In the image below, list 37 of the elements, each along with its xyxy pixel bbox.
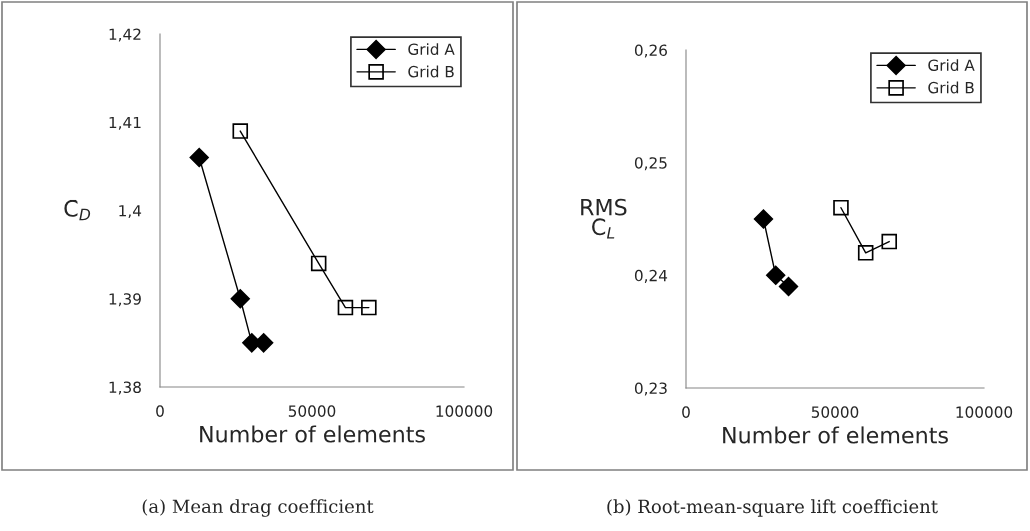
y-tick-label: 1,39 bbox=[109, 293, 141, 307]
point bbox=[753, 209, 774, 229]
y-tick-label: 1,38 bbox=[109, 381, 141, 395]
legend-label: Grid A bbox=[928, 59, 975, 71]
point bbox=[857, 245, 874, 261]
y-tick-label: 0,25 bbox=[634, 157, 667, 171]
point bbox=[361, 299, 377, 316]
y-axis-title: C̄$_{D}$ bbox=[64, 199, 91, 221]
point bbox=[337, 299, 354, 316]
y-tick-label: 1,41 bbox=[109, 116, 141, 130]
point bbox=[232, 123, 249, 139]
y-tick-label: 1,42 bbox=[109, 28, 141, 42]
legend-label: Grid A bbox=[408, 43, 455, 55]
x-tick-label: 50000 bbox=[288, 405, 336, 417]
point bbox=[881, 233, 898, 250]
y-tick-label: 1,4 bbox=[119, 205, 142, 219]
point bbox=[310, 255, 327, 272]
legend-label: Grid B bbox=[928, 81, 974, 94]
point bbox=[189, 147, 209, 168]
legend-label: Grid B bbox=[408, 65, 454, 78]
x-tick-label: 0 bbox=[156, 405, 164, 417]
y-axis-title: RMS C$_{L}$ bbox=[581, 198, 627, 239]
x-tick-label: 100000 bbox=[436, 405, 493, 417]
x-axis-title: Number of elements bbox=[200, 425, 425, 443]
point bbox=[230, 289, 250, 309]
point bbox=[766, 265, 786, 286]
x-tick-label: 100000 bbox=[956, 406, 1013, 418]
text: (b) Root-mean-square lift coefficient bbox=[607, 499, 938, 517]
x-axis-title: Number of elements bbox=[723, 426, 948, 444]
y-tick-label: 0,26 bbox=[634, 44, 667, 58]
point bbox=[778, 276, 799, 297]
y-tick-label: 0,24 bbox=[634, 269, 668, 283]
text: (a) Mean drag coefficient bbox=[142, 499, 374, 517]
x-tick-label: 50000 bbox=[811, 406, 859, 418]
point bbox=[833, 199, 849, 216]
y-tick-label: 0,23 bbox=[634, 382, 667, 396]
x-tick-label: 0 bbox=[682, 406, 690, 418]
